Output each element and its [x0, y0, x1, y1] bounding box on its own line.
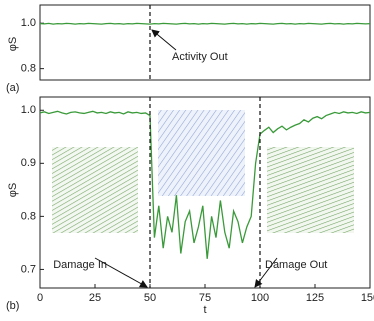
x-tick-label: 50 [144, 292, 156, 304]
y-tick-label: 1.0 [21, 17, 36, 29]
data-line [39, 110, 371, 259]
annotation: Activity Out [172, 51, 228, 63]
data-line [39, 22, 371, 25]
x-tick-label: 150 [361, 292, 374, 304]
y-tick-label: 0.7 [21, 263, 36, 275]
x-tick-label: 25 [89, 292, 101, 304]
x-tick-label: 100 [251, 292, 269, 304]
annotation-arrow [254, 257, 278, 288]
y-tick-label: 0.8 [21, 210, 36, 222]
inset-image [158, 110, 245, 196]
plot-frame [39, 4, 371, 81]
y-tick-label: 0.9 [21, 157, 36, 169]
x-tick-label: 125 [306, 292, 324, 304]
y-tick-label: 1.0 [21, 104, 36, 116]
annotation-arrow [94, 257, 148, 288]
x-axis-label: t [203, 304, 206, 316]
panel-label: (a) [6, 82, 19, 94]
y-axis-label: φS [7, 37, 19, 51]
x-tick-label: 0 [37, 292, 43, 304]
inset-image [267, 147, 354, 233]
annotation: Damage In [53, 259, 107, 271]
panel-label: (b) [6, 300, 19, 312]
x-tick-label: 75 [199, 292, 211, 304]
y-axis-label: φS [7, 183, 19, 197]
inset-image [52, 147, 138, 233]
annotation-arrow [151, 29, 177, 51]
y-tick-label: 0.8 [21, 63, 36, 75]
annotation: Damage Out [265, 259, 327, 271]
